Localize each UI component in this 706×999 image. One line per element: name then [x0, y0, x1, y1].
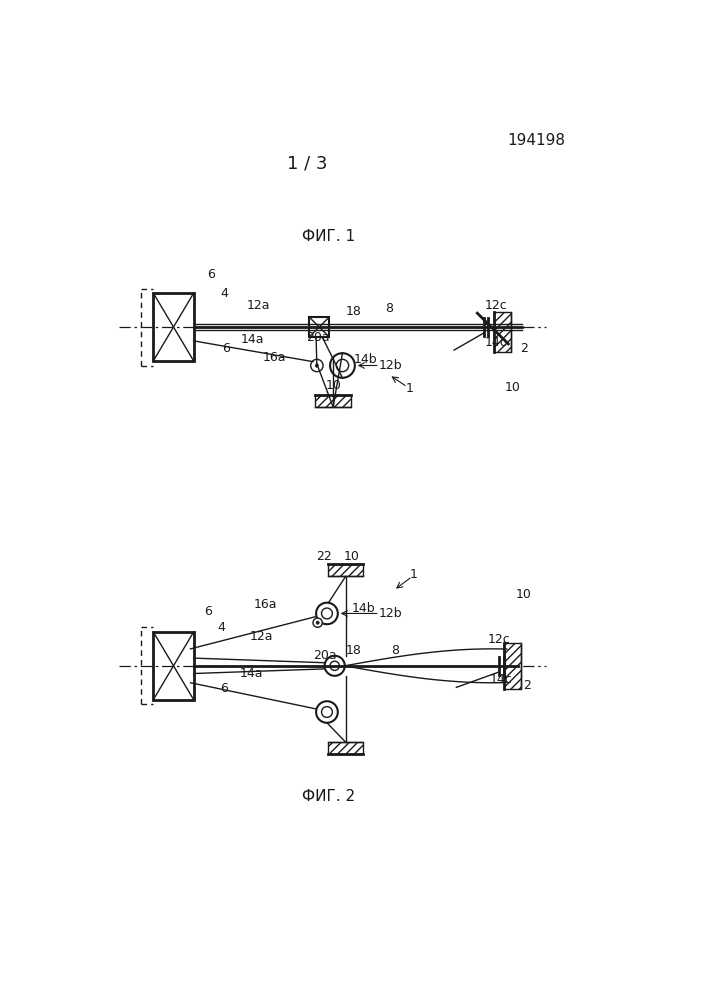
Text: 16a: 16a — [253, 597, 277, 610]
Text: 10: 10 — [325, 379, 341, 392]
Bar — [153, 632, 193, 699]
Text: 8: 8 — [391, 644, 399, 657]
Circle shape — [316, 602, 337, 624]
Text: 10: 10 — [505, 381, 521, 394]
Text: 6: 6 — [207, 268, 215, 281]
Text: 1: 1 — [409, 568, 418, 581]
Bar — [503, 642, 521, 689]
Bar — [309, 317, 329, 337]
Circle shape — [316, 701, 337, 723]
Text: 20a: 20a — [306, 332, 330, 345]
Text: 14b: 14b — [352, 602, 375, 615]
Circle shape — [330, 354, 355, 378]
Circle shape — [311, 360, 323, 372]
Bar — [494, 312, 511, 352]
Text: 2: 2 — [523, 679, 531, 692]
Circle shape — [336, 360, 349, 372]
Circle shape — [330, 661, 340, 670]
Bar — [153, 293, 193, 361]
Text: 1 / 3: 1 / 3 — [287, 155, 327, 173]
Text: 14a: 14a — [239, 667, 263, 680]
Text: 14c: 14c — [489, 673, 512, 686]
Text: 14c: 14c — [484, 336, 508, 349]
Circle shape — [316, 621, 319, 624]
Circle shape — [321, 706, 333, 717]
Text: 18: 18 — [345, 644, 361, 657]
Text: 8: 8 — [385, 302, 393, 315]
Text: 1: 1 — [406, 382, 414, 396]
Text: 12c: 12c — [488, 633, 510, 646]
Text: 12c: 12c — [484, 299, 508, 312]
Circle shape — [321, 608, 333, 618]
Text: 194198: 194198 — [507, 133, 566, 148]
Bar — [328, 564, 364, 576]
Text: 18: 18 — [345, 305, 361, 318]
Text: ФИГ. 2: ФИГ. 2 — [302, 789, 355, 804]
Text: 6: 6 — [220, 682, 228, 695]
Text: 6: 6 — [222, 342, 230, 355]
Circle shape — [313, 618, 323, 627]
Text: 16a: 16a — [263, 352, 286, 365]
Text: 10: 10 — [516, 588, 532, 601]
Text: 14b: 14b — [354, 353, 378, 366]
Bar — [328, 742, 364, 754]
Text: 12b: 12b — [378, 359, 402, 372]
Text: ФИГ. 1: ФИГ. 1 — [302, 229, 355, 244]
Text: 20a: 20a — [313, 648, 337, 661]
Circle shape — [316, 364, 318, 367]
Text: 22: 22 — [316, 550, 332, 563]
Text: 12a: 12a — [247, 299, 270, 312]
Text: 14a: 14a — [241, 333, 264, 346]
Text: 12a: 12a — [250, 630, 274, 643]
Circle shape — [325, 655, 345, 675]
Text: 12b: 12b — [378, 607, 402, 620]
Text: 6: 6 — [205, 605, 213, 618]
Text: 10: 10 — [344, 550, 359, 563]
Text: 2: 2 — [520, 342, 528, 355]
Text: 4: 4 — [217, 620, 225, 633]
Bar — [316, 395, 351, 407]
Text: 4: 4 — [220, 287, 228, 300]
